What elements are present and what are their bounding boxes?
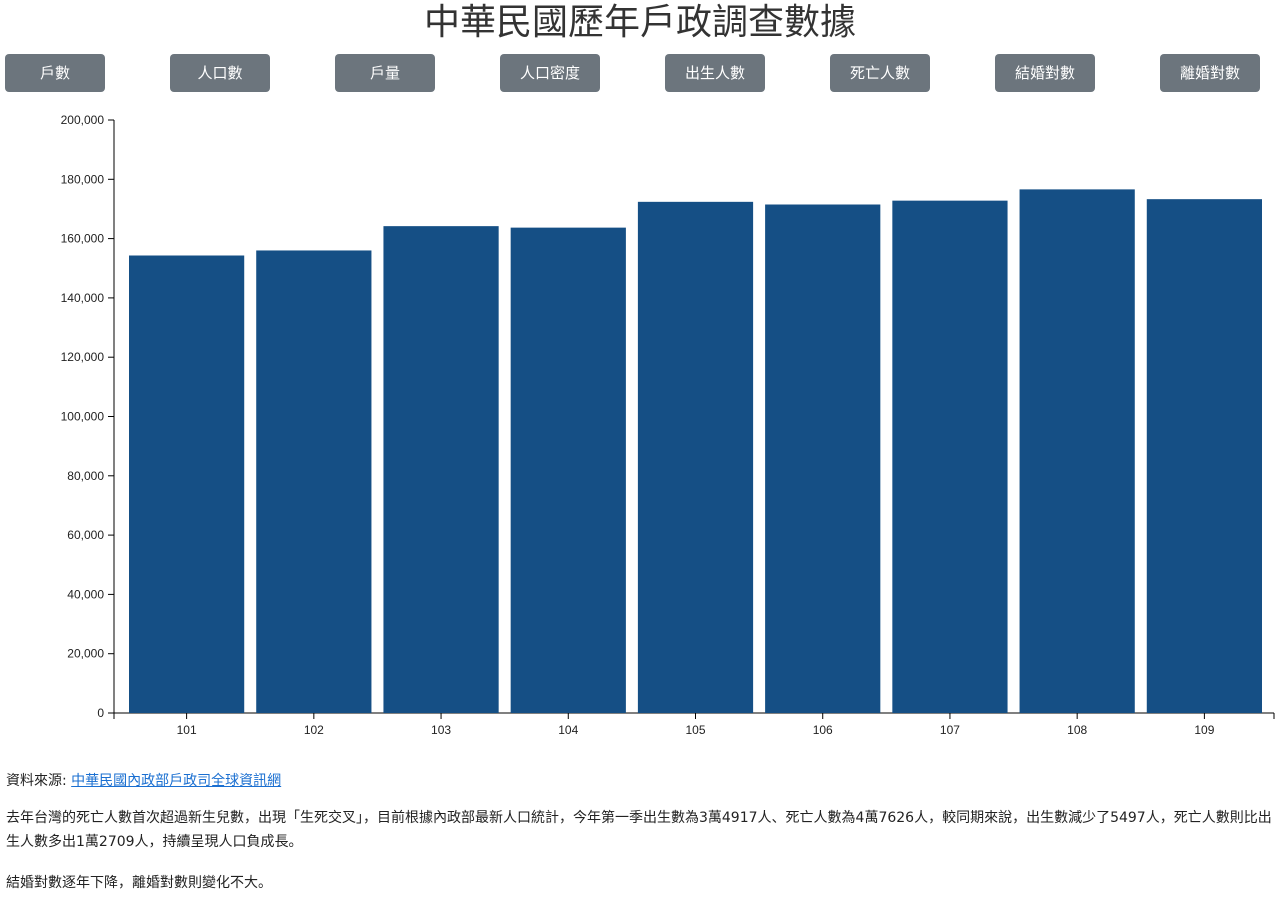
x-tick-label: 109 (1194, 723, 1214, 737)
y-tick-label: 100,000 (61, 410, 105, 424)
x-tick-label: 101 (177, 723, 197, 737)
marriage-note-paragraph: 結婚對數逐年下降，離婚對數則變化不大。 (6, 875, 272, 891)
x-tick-label: 104 (558, 723, 578, 737)
source-line: 資料來源: 中華民國內政部戶政司全球資訊網 (6, 770, 281, 790)
description-paragraph: 去年台灣的死亡人數首次超過新生兒數，出現「生死交叉」，目前根據內政部最新人口統計… (6, 810, 1272, 850)
y-tick-label: 80,000 (67, 469, 104, 483)
population-button[interactable]: 人口數 (170, 54, 270, 92)
x-tick-label: 102 (304, 723, 324, 737)
marriages-button[interactable]: 結婚對數 (995, 54, 1095, 92)
y-tick-label: 120,000 (61, 350, 105, 364)
x-tick-label: 106 (813, 723, 833, 737)
y-tick-label: 180,000 (61, 172, 105, 186)
bar-104 (510, 227, 626, 713)
births-button[interactable]: 出生人數 (665, 54, 765, 92)
population-density-button[interactable]: 人口密度 (500, 54, 600, 92)
y-tick-label: 40,000 (67, 587, 104, 601)
y-tick-label: 160,000 (61, 232, 105, 246)
bar-chart: 0 20,000 40,000 60,000 80,000 100,000 120,000 1… (61, 113, 1275, 737)
household-size-button[interactable]: 戶量 (335, 54, 435, 92)
bar-101 (129, 255, 245, 714)
x-tick-label: 107 (940, 723, 960, 737)
bar-107 (892, 200, 1008, 713)
x-tick-label: 105 (685, 723, 705, 737)
bar-102 (256, 250, 372, 713)
bar-106 (765, 204, 881, 713)
bar-108 (1019, 189, 1135, 714)
source-prefix: 資料來源: (6, 773, 72, 789)
bar-109 (1146, 199, 1262, 713)
bar-105 (637, 201, 754, 714)
households-button[interactable]: 戶數 (5, 54, 105, 92)
deaths-button[interactable]: 死亡人數 (830, 54, 930, 92)
x-tick-label: 108 (1067, 723, 1087, 737)
y-tick-label: 140,000 (61, 291, 105, 305)
y-tick-label: 200,000 (61, 113, 105, 127)
source-link[interactable]: 中華民國內政部戶政司全球資訊網 (71, 773, 282, 789)
page-title: 中華民國歷年戶政調查數據 (423, 2, 856, 43)
y-tick-label: 60,000 (67, 528, 104, 542)
y-tick-label: 0 (97, 706, 104, 720)
bar-103 (383, 226, 499, 713)
divorces-button[interactable]: 離婚對數 (1160, 54, 1260, 92)
y-tick-label: 20,000 (67, 647, 104, 661)
x-tick-label: 103 (431, 723, 451, 737)
